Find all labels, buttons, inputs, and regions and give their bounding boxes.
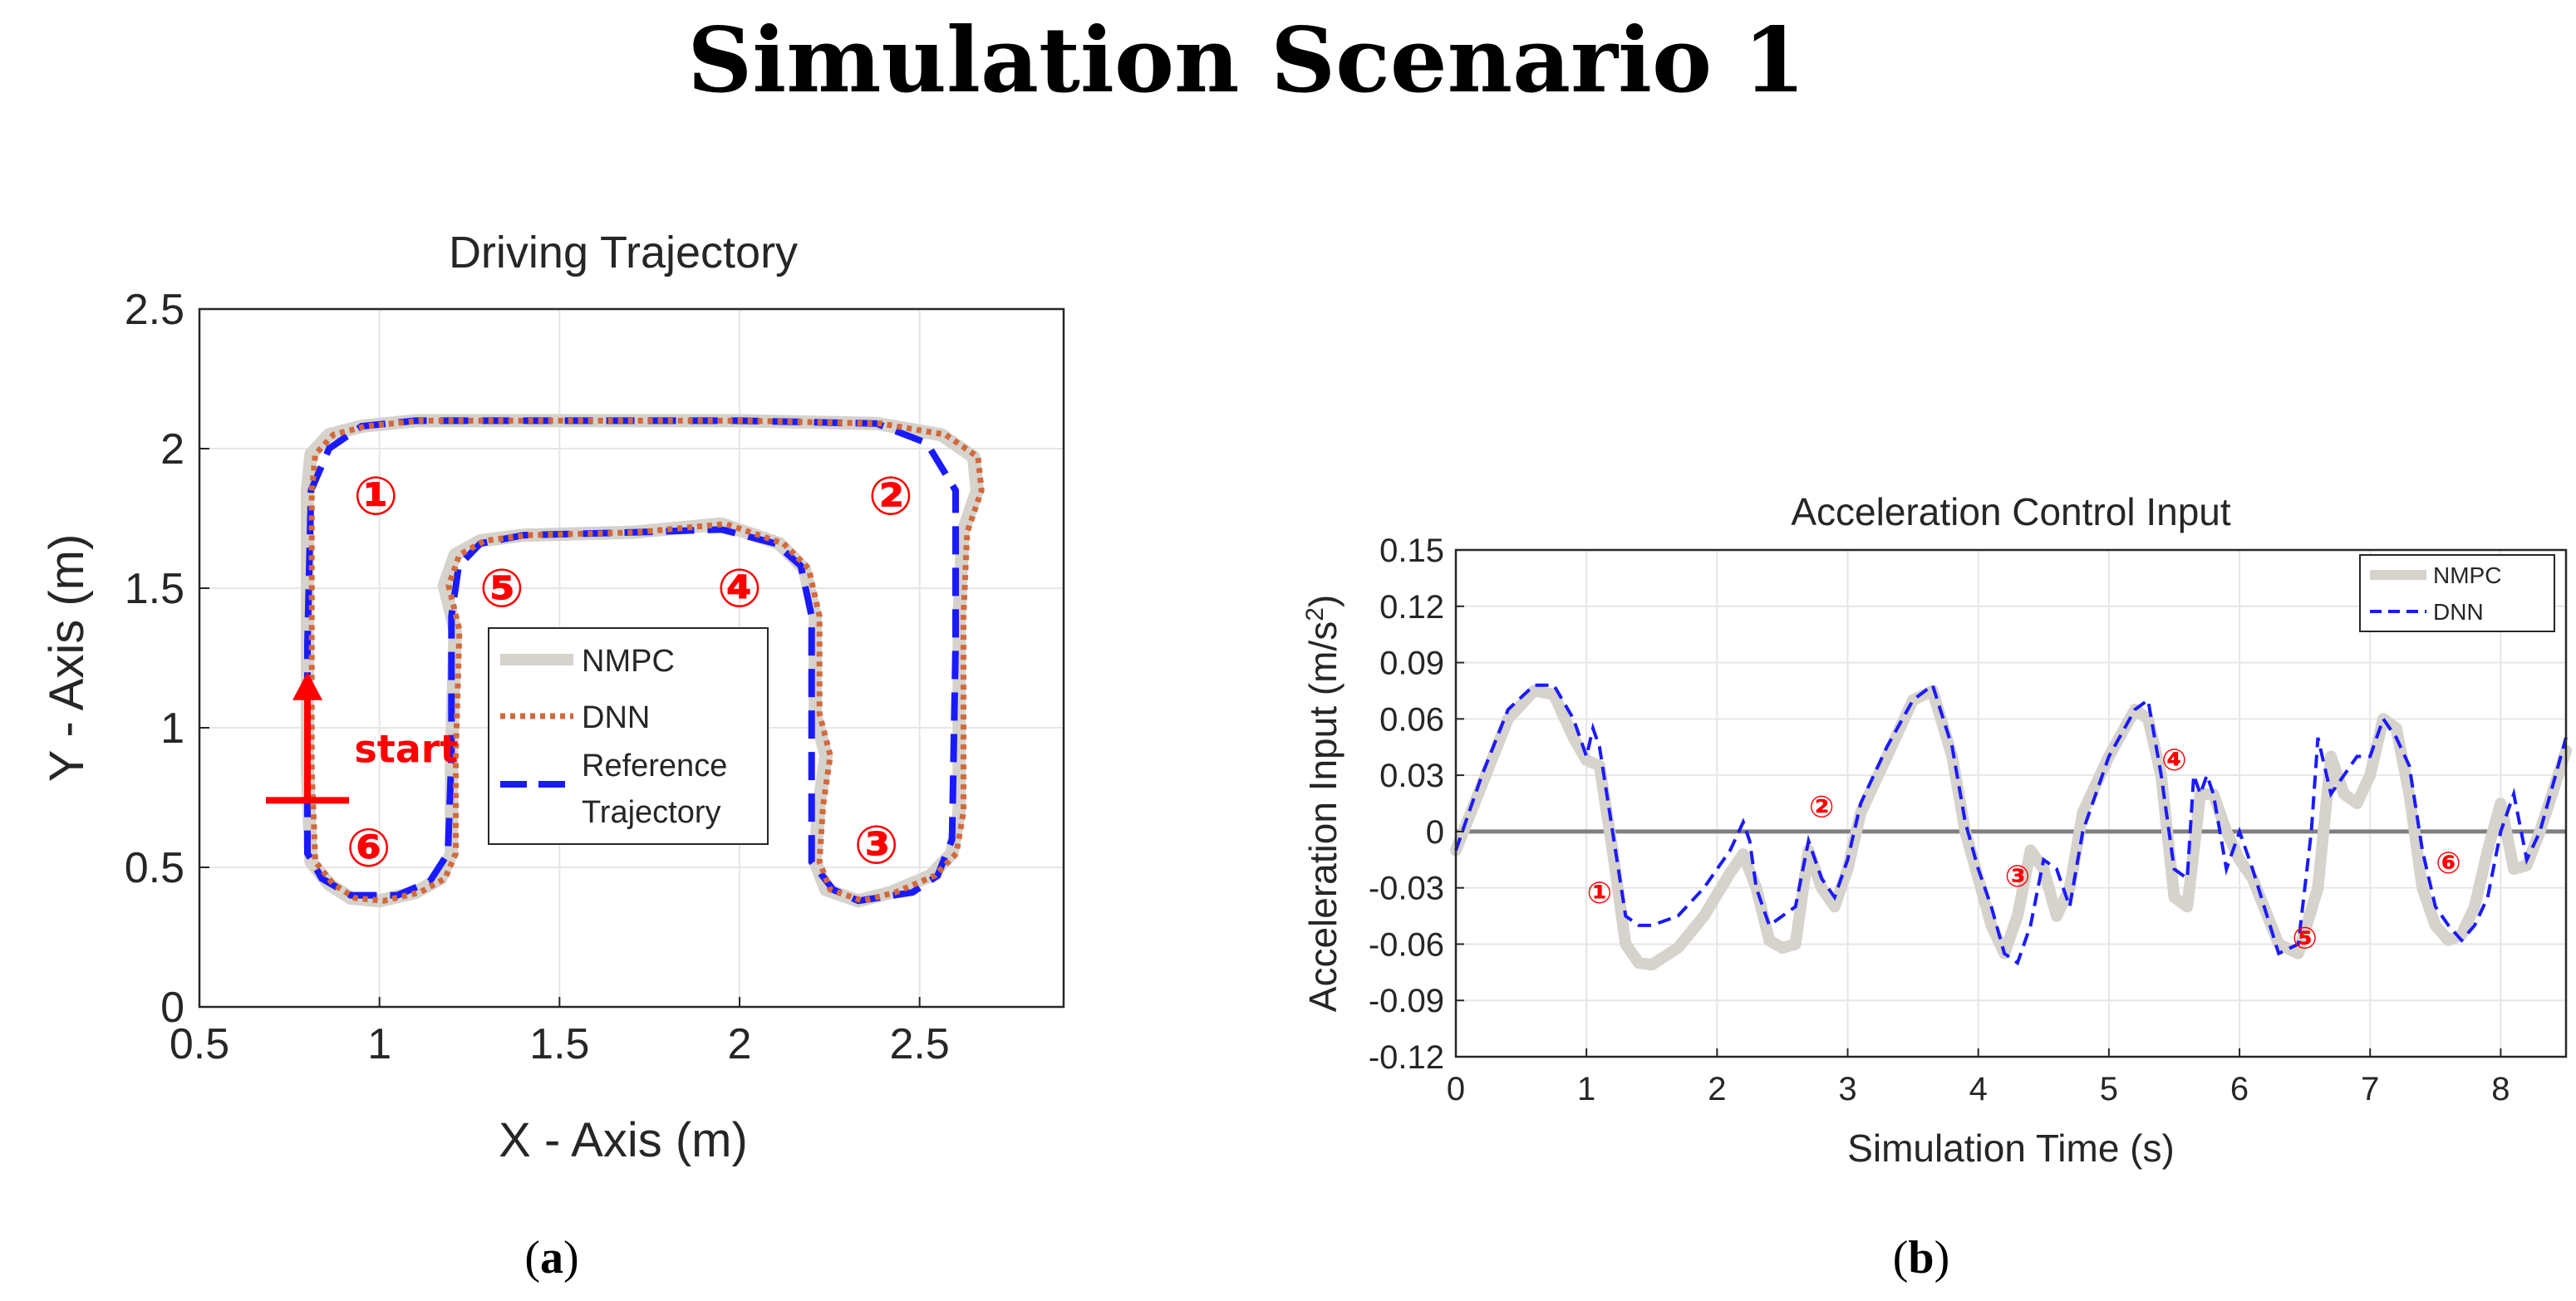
legend-b-label-dnn: DNN <box>2433 599 2484 625</box>
chart-b-title: Acceleration Control Input <box>1791 490 2231 533</box>
chart-b-x-tick-label: 1 <box>1577 1071 1595 1107</box>
caption-b: (b) <box>1893 1232 1949 1284</box>
waypoint-marker: ③ <box>2005 860 2030 894</box>
chart-b-series <box>1450 682 2572 971</box>
waypoint-marker: ⑥ <box>347 817 391 879</box>
figure-heading: Simulation Scenario 1 <box>687 8 1806 113</box>
chart-b-y-tick-label: 0.06 <box>1379 701 1444 738</box>
chart-b-y-tick-label: 0 <box>1426 814 1444 851</box>
legend-label-nmpc: NMPC <box>582 644 675 679</box>
chart-b-x-tick-label: 0 <box>1447 1071 1465 1107</box>
chart-b-y-ticks: 0.15 0.12 0.09 0.06 0.03 0 -0.03 -0.06 -0.09 -0.1… <box>1369 533 1464 1076</box>
chart-a-y-tick-label: 2.5 <box>125 286 184 334</box>
chart-b-y-tick-label: 0.03 <box>1379 758 1444 794</box>
chart-b-legend: NMPC DNN <box>2359 554 2555 632</box>
chart-a-y-tick-label: 0 <box>160 984 184 1032</box>
chart-a-y-ticks: 0 0.5 1 1.5 2 2.5 <box>125 286 209 1032</box>
legend-label-reference: Reference Trajectory <box>582 749 736 830</box>
chart-a-y-axis-label: Y - Axis (m) <box>40 534 94 783</box>
waypoint-marker: ⑤ <box>2292 921 2317 955</box>
chart-b-axes-box <box>1454 548 2568 1058</box>
waypoint-marker: ④ <box>2161 744 2186 778</box>
chart-a-x-tick-label: 2 <box>728 1020 752 1068</box>
legend-label-reference-line-1: Reference <box>582 749 727 783</box>
chart-b-x-tick-label: 3 <box>1838 1071 1856 1107</box>
chart-a-series <box>301 414 985 908</box>
chart-b-y-tick-label: -0.03 <box>1369 871 1444 907</box>
driving-trajectory-chart: Driving Trajectory 0.5 1 1.5 2 2.5 00.511.52… <box>40 228 1065 1167</box>
caption-a: (a) <box>524 1232 578 1284</box>
chart-b-y-tick-label: 0.12 <box>1379 589 1444 626</box>
chart-b-y-tick-label: -0.12 <box>1369 1039 1444 1076</box>
chart-a-y-tick-label: 1.5 <box>125 565 184 613</box>
chart-a-axes-box <box>198 307 1065 1009</box>
chart-b-x-ticks: 0 1 2 3 4 5 6 7 8 <box>1447 1048 2510 1107</box>
chart-b-plot-area <box>1456 550 2566 1057</box>
chart-a-x-tick-label: 1 <box>367 1020 391 1068</box>
chart-b-x-tick-label: 2 <box>1708 1071 1726 1107</box>
chart-b-x-tick-label: 4 <box>1969 1071 1988 1107</box>
acceleration-control-chart: Acceleration Control Input 0 1 2 3 4 5 6 7 8 0.1… <box>1301 490 2572 1170</box>
chart-a-legend: NMPC DNN Reference Trajectory <box>488 627 769 845</box>
waypoint-marker: ⑥ <box>2436 847 2460 881</box>
chart-a-title: Driving Trajectory <box>449 228 798 277</box>
chart-b-x-axis-label: Simulation Time (s) <box>1847 1127 2175 1170</box>
waypoint-marker: ② <box>868 466 913 528</box>
chart-a-y-tick-label: 2 <box>160 425 184 474</box>
chart-b-y-tick-label: -0.06 <box>1369 926 1444 963</box>
chart-a-y-tick-label: 1 <box>160 705 184 753</box>
chart-b-x-tick-label: 8 <box>2491 1071 2510 1107</box>
waypoint-marker: ④ <box>717 558 762 620</box>
series-line-dnn <box>308 417 985 904</box>
chart-b-y-tick-label: -0.09 <box>1369 983 1444 1019</box>
start-label: start <box>354 727 458 772</box>
waypoint-marker: ② <box>1809 790 1834 824</box>
waypoint-marker: ① <box>353 466 398 528</box>
chart-b-legend-box <box>2359 554 2555 632</box>
chart-b-annotations: ① ② ③ ④ ⑤ ⑥ <box>1587 744 2461 956</box>
chart-a-annotations: ① ② ③ ④ ⑤ ⑥ start <box>266 466 913 879</box>
chart-a-y-tick-label: 0.5 <box>125 844 184 892</box>
legend-label-dnn: DNN <box>582 700 650 735</box>
chart-b-y-tick-label: 0.15 <box>1379 533 1444 569</box>
legend-label-reference-line-2: Trajectory <box>582 795 721 830</box>
waypoint-marker: ⑤ <box>479 558 524 620</box>
waypoint-marker: ③ <box>854 815 899 876</box>
chart-a-x-tick-label: 1.5 <box>529 1020 589 1068</box>
series-line-dnn <box>1454 682 2568 966</box>
series-line-reference <box>304 417 959 905</box>
chart-b-y-tick-label: 0.09 <box>1379 646 1444 682</box>
series-line-nmpc <box>1450 685 2572 971</box>
chart-a-x-axis-label: X - Axis (m) <box>499 1113 748 1167</box>
chart-a-x-tick-label: 0.5 <box>170 1020 229 1068</box>
waypoint-marker: ① <box>1587 876 1612 911</box>
chart-b-x-tick-label: 7 <box>2361 1071 2379 1107</box>
chart-b-x-tick-label: 5 <box>2100 1071 2118 1107</box>
chart-a-x-ticks: 0.5 1 1.5 2 2.5 <box>170 997 950 1068</box>
chart-b-x-tick-label: 6 <box>2230 1071 2249 1107</box>
start-arrow-head <box>293 671 322 700</box>
chart-a-x-tick-label: 2.5 <box>890 1020 950 1068</box>
chart-b-y-axis-label: Acceleration Input (m/s2) <box>1301 595 1345 1012</box>
legend-b-label-nmpc: NMPC <box>2433 562 2501 588</box>
